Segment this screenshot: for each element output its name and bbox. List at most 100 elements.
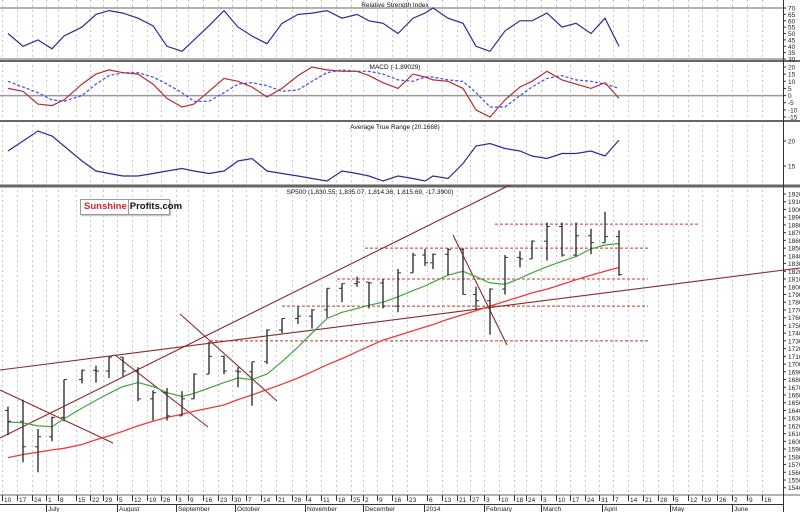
rsi-line [7,7,620,53]
logo-part-2: Profits.com [129,201,183,212]
price-axis-tick-label: 1690 [788,369,800,376]
x-month-label: August [119,506,139,512]
price-axis-tick-label: 1660 [788,392,800,399]
x-month-label: May [672,506,685,512]
x-month-label: March [543,506,561,512]
price-axis-tick-label: 1550 [788,478,800,485]
x-month-label: February [486,506,513,512]
x-day-label: 3 [543,497,547,504]
trendline [0,267,800,371]
macd-axis-tick-label: 0 [788,93,792,100]
trendline [452,234,508,346]
x-day-label: 26 [163,497,171,504]
x-day-label: 19 [149,497,157,504]
macd-axis-tick-label: -10 [788,107,798,114]
x-day-label: 7 [248,497,252,504]
x-day-label: 23 [409,497,417,504]
macd-axis-tick-label: 5 [788,86,792,93]
x-day-label: 12 [134,497,142,504]
trendline [0,184,511,439]
x-day-label: 11 [323,497,330,504]
x-day-label: 17 [19,497,27,504]
x-day-label: 25 [353,497,361,504]
x-day-label: 10 [4,497,12,504]
x-day-label: 21 [459,497,467,504]
price-axis-tick-label: 1740 [788,331,800,338]
x-day-label: 4 [308,497,312,504]
x-month-label: July [48,506,60,512]
price-axis-tick-label: 1880 [788,222,800,229]
price-axis-tick-label: 1830 [788,261,800,268]
price-axis-tick-label: 1820 [788,269,800,276]
price-axis-tick-label: 1870 [788,230,800,237]
price-axis-tick-label: 1900 [788,207,800,214]
x-day-label: 24 [587,497,595,504]
price-axis-tick-label: 1700 [788,362,800,369]
x-day-label: 9 [190,497,194,504]
x-day-label: 21 [278,497,286,504]
price-axis-tick-label: 1560 [788,470,800,477]
x-day-label: 28 [294,497,302,504]
x-day-label: 28 [660,497,668,504]
x-month-label: 2014 [426,506,441,512]
x-day-label: 17 [572,497,580,504]
price-axis-tick-label: 1720 [788,346,800,353]
x-day-label: 27 [472,497,480,504]
x-day-label: 3 [178,497,182,504]
logo-part-1: Sunshine [81,200,129,214]
x-month-label: October [237,506,261,512]
x-day-label: 9 [379,497,383,504]
x-month-label: April [604,506,618,512]
x-day-label: 19 [704,497,712,504]
x-day-label: 3 [486,497,490,504]
rsi-axis-tick-label: 30 [788,57,796,64]
x-day-label: 16 [764,497,772,504]
price-axis-tick-label: 1610 [788,431,800,438]
x-month-label: June [734,506,748,512]
rsi-axis-tick-label: 50 [788,31,796,38]
price-axis-tick-label: 1600 [788,439,800,446]
ma200-line [7,266,620,459]
x-day-label: 29 [105,497,113,504]
sunshine-profits-logo: Sunshine Profits.com [80,199,182,215]
x-day-label: 1 [48,497,52,504]
price-axis-tick-label: 1800 [788,284,800,291]
price-axis-tick-label: 1780 [788,300,800,307]
x-day-label: 21 [645,497,653,504]
atr-axis-tick-label: 20 [788,139,796,146]
rsi-axis-tick-label: 35 [788,50,796,57]
x-day-label: 14 [630,497,638,504]
atr-axis-tick-label: 15 [788,164,796,171]
x-day-label: 10 [558,497,566,504]
price-axis-tick-label: 1910 [788,199,800,206]
price-axis-tick-label: 1670 [788,385,800,392]
price-axis-tick-label: 1790 [788,292,800,299]
x-day-label: 10 [501,497,509,504]
macd-axis-tick-label: -5 [788,100,794,107]
x-day-label: 18 [338,497,346,504]
price-axis-tick-label: 1770 [788,307,800,314]
macd-line [7,66,620,118]
x-day-label: 2 [734,497,738,504]
x-day-label: 24 [34,497,42,504]
price-axis-tick-label: 1650 [788,400,800,407]
atr-line [7,130,620,182]
x-day-label: 6 [429,497,433,504]
price-axis-tick-label: 1570 [788,462,800,469]
price-axis-tick-label: 1540 [788,485,800,492]
x-day-label: 16 [394,497,402,504]
x-day-label: 2 [365,497,369,504]
rsi-title: Relative Strength Index [361,2,429,9]
trendline [0,389,114,444]
ma50-line [7,242,620,428]
price-axis-tick-label: 1620 [788,423,800,430]
trendline [114,354,209,428]
x-day-label: 5 [675,497,679,504]
macd-axis-tick-label: 15 [788,72,796,79]
price-axis-tick-label: 1890 [788,215,800,222]
x-day-label: 16 [205,497,213,504]
price-axis-tick-label: 1730 [788,338,800,345]
price-axis-tick-label: 1590 [788,447,800,454]
x-day-label: 22 [92,497,100,504]
